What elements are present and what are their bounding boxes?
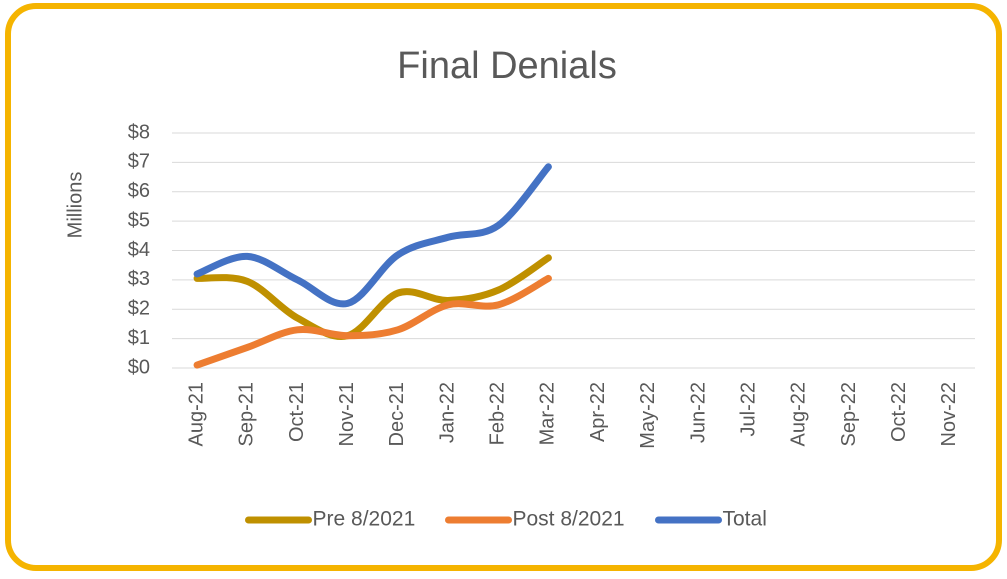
x-tick-label: Jul-22 bbox=[737, 382, 759, 436]
y-tick-label: $0 bbox=[128, 356, 150, 378]
x-tick-label: May-22 bbox=[637, 382, 659, 449]
y-tick-label: $2 bbox=[128, 298, 150, 320]
y-tick-label: $1 bbox=[128, 327, 150, 349]
y-tick-label: $7 bbox=[128, 151, 150, 173]
y-axis-label: Millions bbox=[64, 172, 86, 239]
x-tick-label: Nov-22 bbox=[938, 382, 960, 446]
x-tick-label: Apr-22 bbox=[587, 382, 609, 442]
x-tick-label: Sep-22 bbox=[838, 382, 860, 447]
legend-label: Total bbox=[723, 508, 767, 531]
y-tick-label: $8 bbox=[128, 121, 150, 143]
x-tick-label: Aug-22 bbox=[788, 382, 810, 447]
y-tick-label: $3 bbox=[128, 268, 150, 290]
y-tick-label: $6 bbox=[128, 180, 150, 202]
x-tick-label: Oct-21 bbox=[286, 382, 308, 442]
x-tick-label: Dec-21 bbox=[386, 382, 408, 446]
x-tick-label: Aug-21 bbox=[185, 382, 207, 447]
series-line bbox=[193, 274, 552, 369]
chart-title: Final Denials bbox=[397, 45, 617, 87]
legend-label: Post 8/2021 bbox=[513, 508, 625, 531]
x-tick-label: Oct-22 bbox=[888, 382, 910, 442]
x-tick-label: Mar-22 bbox=[537, 382, 559, 445]
x-tick-label: Jan-22 bbox=[436, 382, 458, 443]
series-line bbox=[193, 254, 552, 340]
x-tick-label: Jun-22 bbox=[687, 382, 709, 443]
x-tick-label: Nov-21 bbox=[336, 382, 358, 446]
x-tick-label: Feb-22 bbox=[487, 382, 509, 445]
legend-label: Pre 8/2021 bbox=[313, 508, 416, 531]
y-tick-label: $4 bbox=[128, 239, 150, 261]
y-tick-label: $5 bbox=[128, 209, 150, 231]
x-tick-label: Sep-21 bbox=[236, 382, 258, 447]
series-line bbox=[193, 163, 552, 308]
